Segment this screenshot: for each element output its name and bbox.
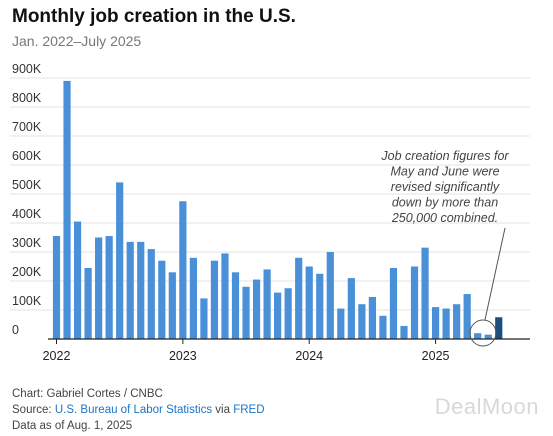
bar	[242, 286, 250, 339]
y-tick-label: 100K	[12, 294, 42, 308]
bar	[52, 236, 61, 339]
y-tick-label: 300K	[12, 236, 42, 250]
bar	[221, 253, 229, 339]
annotation-text: May and June were	[390, 165, 499, 179]
source-link-bls[interactable]: U.S. Bureau of Labor Statistics	[54, 404, 213, 416]
y-tick-label: 700K	[12, 120, 42, 134]
chart-credit: Chart: Gabriel Cortes / CNBC	[12, 388, 163, 400]
watermark-logo: DealMoon	[434, 394, 539, 419]
annotation-text: down by more than	[392, 196, 498, 210]
annotation-text: 250,000 combined.	[391, 211, 498, 225]
bar	[126, 241, 134, 339]
y-tick-label: 800K	[12, 91, 42, 105]
bar	[147, 249, 155, 339]
bar	[63, 80, 71, 340]
data-date: Data as of Aug. 1, 2025	[12, 420, 133, 432]
chart-title: Monthly job creation in the U.S.	[12, 6, 296, 27]
bar	[347, 278, 355, 339]
bar	[137, 241, 145, 339]
bar	[305, 266, 313, 339]
bar	[495, 317, 503, 339]
chart-subtitle: Jan. 2022–July 2025	[12, 33, 142, 49]
bar	[210, 260, 219, 339]
bar	[379, 315, 387, 339]
bar	[431, 307, 440, 339]
bar	[284, 288, 292, 339]
y-tick-label: 600K	[12, 149, 42, 163]
bar	[368, 296, 376, 339]
bar	[168, 272, 176, 339]
bar	[463, 294, 471, 339]
annotation-text: revised significantly	[391, 180, 500, 194]
bar	[179, 201, 187, 339]
x-tick-label: 2023	[169, 349, 197, 363]
x-tick-label: 2022	[43, 349, 71, 363]
bar	[116, 182, 124, 339]
annotation-circle	[469, 319, 497, 347]
bar	[158, 260, 166, 339]
bar	[453, 304, 461, 339]
bar	[295, 257, 303, 339]
bar	[358, 304, 366, 339]
bar	[474, 333, 482, 339]
bar	[263, 269, 271, 339]
x-tick-label: 2024	[295, 349, 323, 363]
annotation-text: Job creation figures for	[380, 149, 509, 163]
y-tick-label: 0	[12, 323, 19, 337]
x-tick-label: 2025	[422, 349, 450, 363]
bar	[410, 266, 419, 339]
bar	[73, 221, 82, 339]
bar	[105, 236, 113, 339]
bar	[231, 272, 240, 339]
bar	[389, 267, 398, 339]
source-label: Source:	[12, 404, 52, 416]
source-link-fred[interactable]: FRED	[233, 404, 265, 416]
source-line: Source: U.S. Bureau of Labor Statistics …	[12, 403, 265, 418]
bar	[484, 334, 492, 339]
bar	[316, 273, 324, 339]
bar	[200, 298, 208, 339]
y-tick-label: 500K	[12, 178, 42, 192]
y-tick-label: 200K	[12, 265, 42, 279]
bar	[442, 308, 450, 339]
bar	[274, 292, 282, 339]
bar	[189, 257, 197, 339]
bar	[400, 325, 408, 339]
bar	[337, 308, 345, 339]
source-via: via	[215, 404, 230, 416]
bar	[421, 247, 429, 339]
y-tick-label: 900K	[12, 62, 42, 76]
annotation-leader	[484, 227, 506, 321]
bar	[84, 267, 92, 339]
y-tick-label: 400K	[12, 207, 42, 221]
bar	[95, 237, 103, 339]
bar	[326, 252, 334, 339]
bar	[252, 279, 261, 339]
